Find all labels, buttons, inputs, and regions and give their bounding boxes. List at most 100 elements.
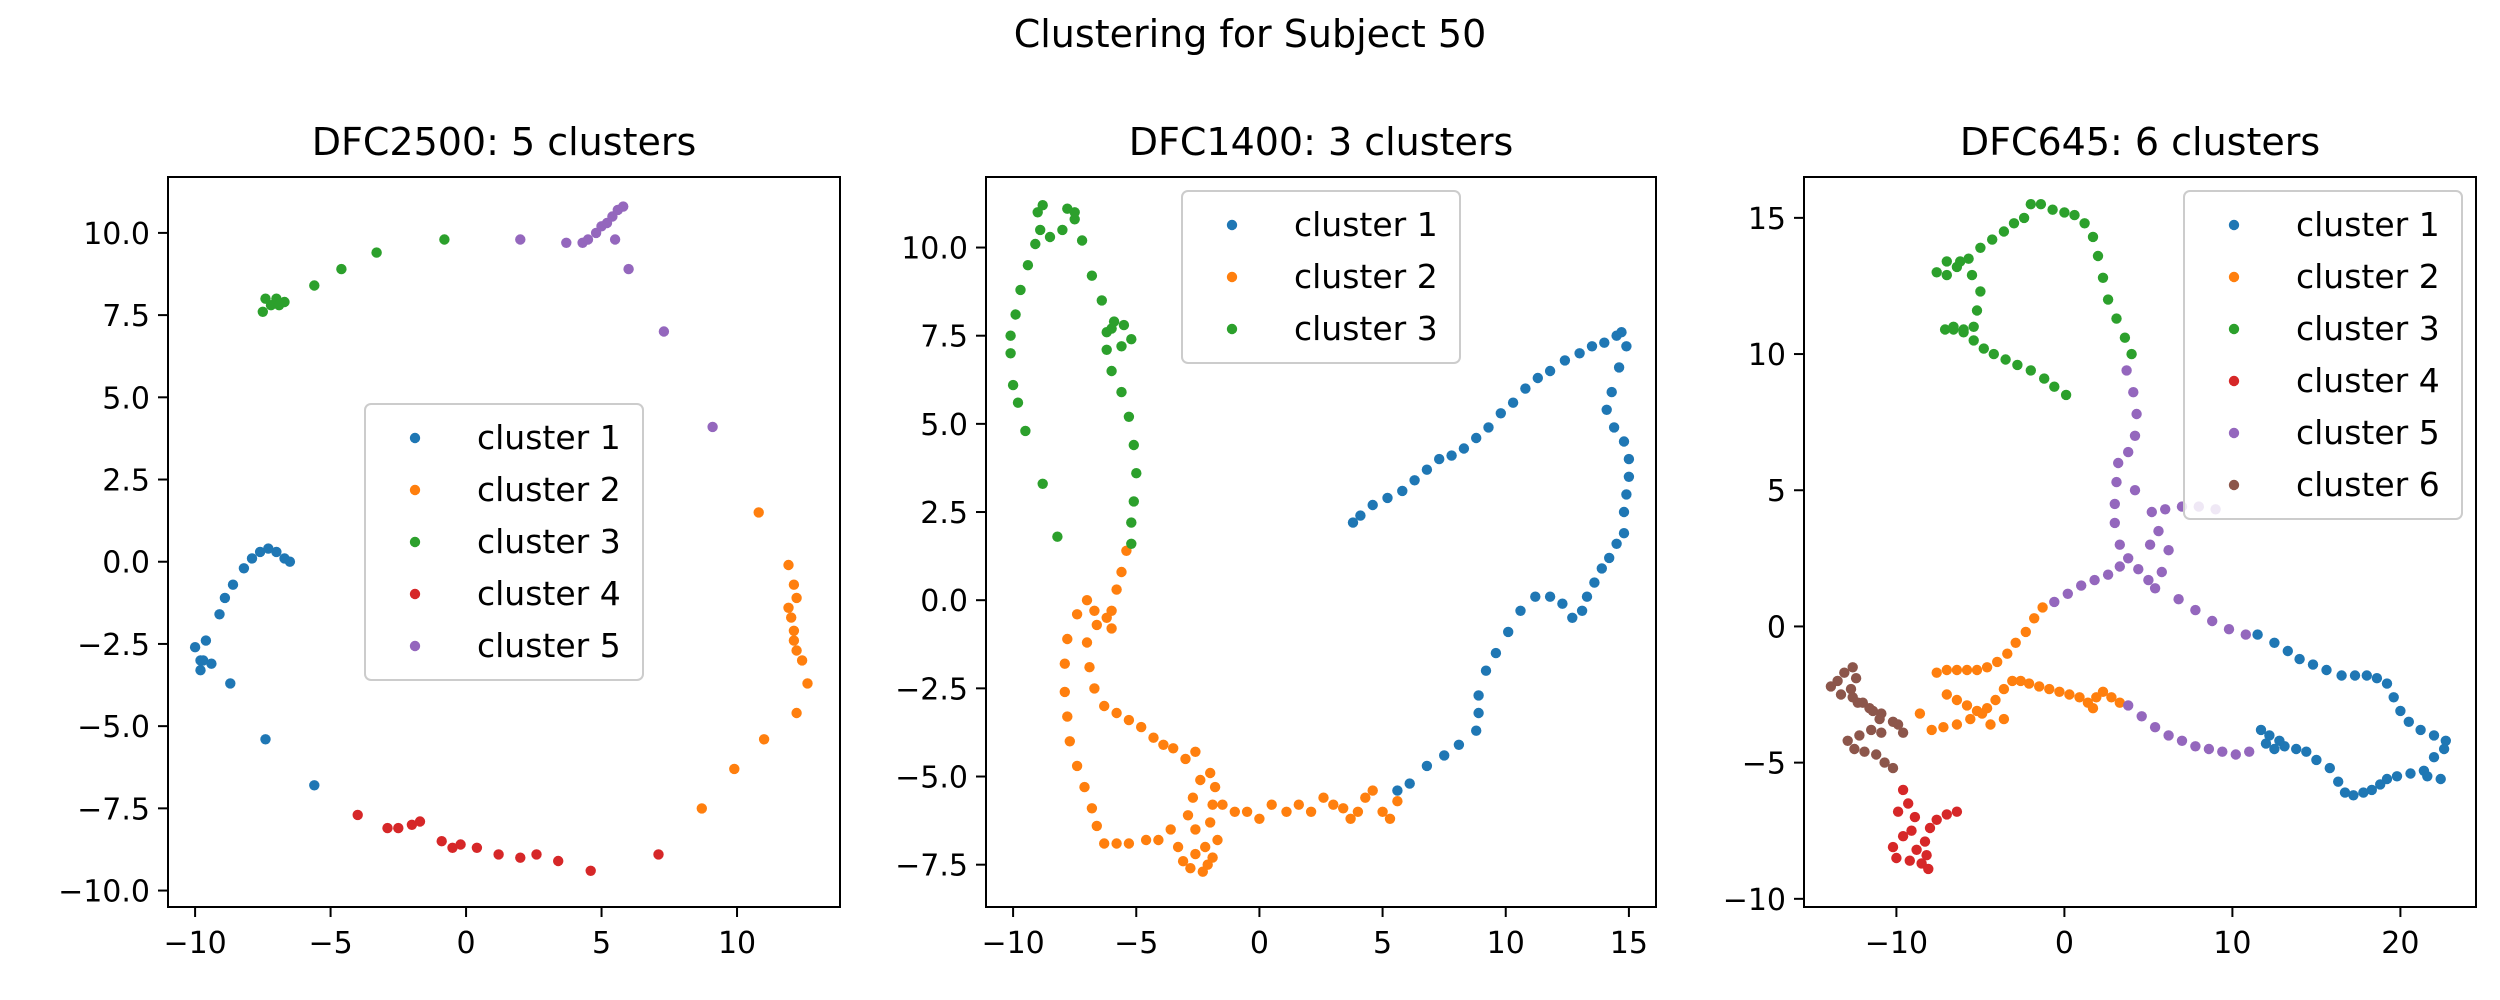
data-point — [1581, 591, 1593, 602]
data-point — [2371, 673, 2383, 684]
data-point — [1217, 799, 1228, 810]
legend-marker — [1226, 219, 1238, 231]
data-point — [1941, 809, 1953, 820]
data-point — [2349, 670, 2361, 681]
data-point — [1532, 372, 1544, 384]
data-point — [1172, 841, 1184, 853]
data-point — [729, 763, 740, 775]
legend-label: cluster 3 — [1294, 309, 1438, 348]
data-point — [1471, 432, 1482, 444]
y-tick-label: −5 — [1742, 747, 1786, 782]
data-point — [1059, 658, 1071, 669]
data-point — [2097, 686, 2109, 697]
data-point — [2381, 678, 2393, 689]
data-point — [2060, 389, 2072, 401]
data-point — [1081, 637, 1093, 648]
data-point — [1069, 207, 1080, 218]
data-point — [436, 836, 447, 847]
data-point — [2087, 231, 2099, 243]
data-point — [2348, 790, 2359, 801]
data-point — [1168, 743, 1179, 754]
data-point — [382, 822, 393, 834]
data-point — [2089, 574, 2100, 586]
data-point — [1978, 343, 1990, 354]
data-point — [1035, 224, 1046, 236]
data-point — [1020, 425, 1031, 437]
data-point — [2422, 771, 2433, 782]
data-point — [1847, 662, 1858, 673]
data-point — [1909, 811, 1921, 823]
data-point — [2301, 746, 2312, 757]
data-point — [1367, 499, 1378, 511]
data-point — [2440, 735, 2451, 746]
data-point — [1941, 664, 1953, 676]
y-tick-label: 2.5 — [920, 496, 968, 531]
data-point — [2114, 561, 2125, 572]
data-point — [1992, 656, 2003, 668]
data-point — [786, 612, 797, 623]
data-point — [1064, 736, 1076, 747]
data-point — [2207, 615, 2218, 627]
data-point — [1266, 799, 1277, 810]
data-point — [1931, 667, 1942, 678]
data-point — [1867, 705, 1879, 717]
y-tick-label: −7.5 — [77, 792, 150, 827]
data-point — [260, 734, 271, 745]
data-point — [2123, 700, 2134, 711]
data-point — [1458, 443, 1470, 454]
data-point — [1328, 799, 1339, 810]
data-point — [2176, 735, 2188, 746]
data-point — [2008, 218, 2020, 229]
data-point — [2375, 779, 2386, 790]
y-tick-label: 5.0 — [102, 381, 150, 416]
data-point — [1613, 362, 1625, 373]
data-point — [2128, 387, 2139, 398]
data-point — [1608, 422, 1620, 433]
data-point — [1131, 468, 1142, 479]
data-point — [2123, 553, 2134, 564]
legend-box — [364, 403, 644, 681]
data-point — [2230, 749, 2241, 760]
data-point — [1096, 295, 1108, 306]
data-point — [561, 237, 572, 248]
data-point — [1904, 855, 1916, 866]
legend-label: cluster 1 — [2296, 205, 2440, 244]
data-point — [2339, 787, 2351, 798]
data-point — [1062, 711, 1073, 722]
data-point — [707, 421, 718, 433]
data-point — [2203, 743, 2215, 755]
y-tick-label: 15 — [1748, 202, 1786, 237]
data-point — [2102, 569, 2114, 580]
data-point — [1205, 817, 1216, 828]
data-point — [1961, 700, 1973, 711]
data-point — [658, 326, 670, 337]
data-point — [1941, 256, 1953, 267]
data-point — [2163, 545, 2174, 556]
data-point — [2018, 212, 2030, 224]
data-point — [1071, 760, 1083, 772]
data-point — [1849, 743, 1860, 755]
data-point — [2405, 768, 2416, 779]
y-tick-label: 5.0 — [920, 408, 968, 443]
data-point — [1089, 605, 1100, 616]
data-point — [1111, 838, 1122, 849]
y-tick-label: −2.5 — [77, 628, 150, 663]
data-point — [2428, 752, 2440, 763]
data-point — [371, 247, 382, 258]
data-point — [1951, 694, 1963, 706]
data-point — [2149, 722, 2161, 733]
x-tick-label: −5 — [308, 926, 352, 961]
data-point — [2282, 645, 2293, 657]
data-point — [1988, 348, 2000, 360]
data-point — [2002, 648, 2013, 659]
data-point — [1404, 778, 1415, 789]
data-point — [2321, 664, 2332, 676]
data-point — [1367, 785, 1378, 796]
data-point — [1866, 724, 1877, 736]
data-point — [1099, 838, 1110, 849]
axes-frame — [167, 176, 841, 908]
legend-marker — [409, 432, 421, 444]
data-point — [1618, 436, 1630, 447]
